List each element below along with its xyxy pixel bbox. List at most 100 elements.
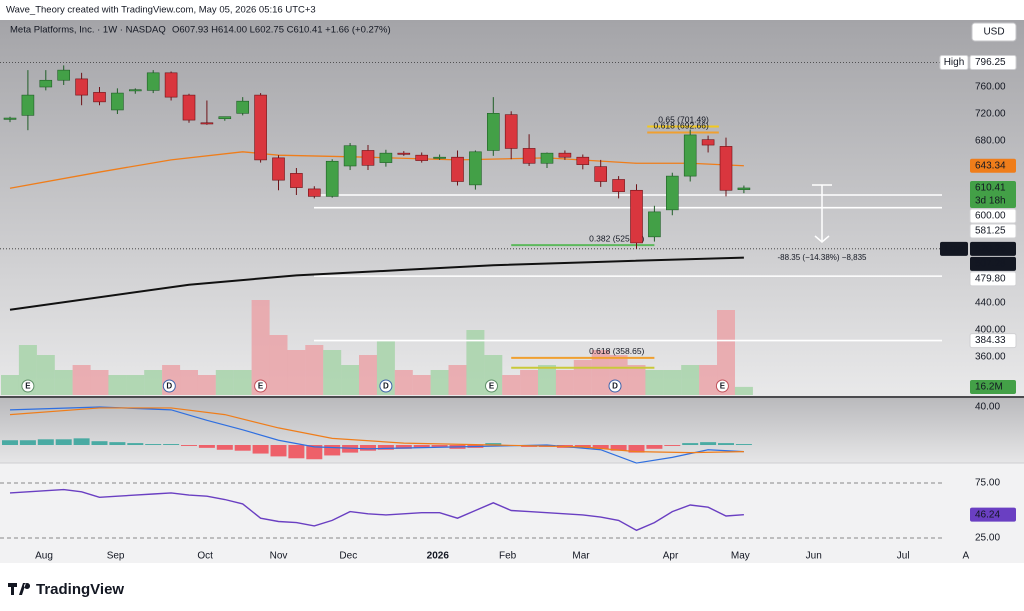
countdown: 3d 18h bbox=[975, 196, 1006, 207]
candle-body bbox=[630, 189, 643, 244]
price-tag: High bbox=[944, 57, 965, 68]
price-label-box bbox=[969, 55, 1017, 71]
x-tick-label: Feb bbox=[499, 551, 517, 562]
volume-bar bbox=[269, 335, 288, 395]
macd-histogram bbox=[682, 443, 699, 445]
macd-pane bbox=[0, 397, 1024, 463]
candle-body bbox=[540, 152, 554, 164]
x-tick-label: Dec bbox=[339, 551, 357, 562]
volume-bar bbox=[126, 375, 145, 395]
price-tag-box bbox=[939, 55, 969, 71]
price-label-box bbox=[970, 256, 1016, 271]
volume-bar bbox=[555, 370, 574, 395]
event-label: D bbox=[166, 382, 172, 391]
price-label: 507.28 bbox=[975, 258, 1006, 269]
x-tick-label: Oct bbox=[197, 551, 213, 562]
macd-histogram bbox=[342, 445, 359, 453]
rsi-pane bbox=[0, 463, 1024, 563]
x-tick-label: Apr bbox=[663, 551, 679, 562]
candle-body bbox=[236, 100, 249, 114]
price-label-box bbox=[970, 180, 1016, 208]
price-label-box bbox=[969, 208, 1017, 224]
macd-histogram bbox=[610, 445, 627, 451]
rsi-label-box bbox=[970, 507, 1016, 522]
volume-bar bbox=[466, 330, 485, 395]
macd-line bbox=[9, 407, 744, 454]
candle-body bbox=[290, 173, 303, 188]
header: Wave_Theory created with TradingView.com… bbox=[6, 5, 316, 16]
volume-bar bbox=[681, 365, 700, 395]
macd-line bbox=[9, 406, 744, 464]
volume-bar bbox=[502, 375, 521, 395]
fib-label: 0.65 (701.49) bbox=[658, 115, 709, 125]
logo bbox=[8, 583, 31, 595]
candle-body bbox=[57, 69, 71, 81]
volume-last-label: 16.2M bbox=[975, 382, 1003, 393]
event-marker bbox=[715, 379, 729, 393]
rsi-line bbox=[9, 488, 744, 532]
measure-label: -88.35 (−14.38%) −8,835 bbox=[778, 253, 868, 262]
candle-body bbox=[218, 116, 232, 120]
candle-body bbox=[469, 151, 482, 186]
price-label-box bbox=[969, 223, 1017, 239]
volume-bar bbox=[627, 365, 646, 395]
x-tick-label: Aug bbox=[35, 551, 53, 562]
candle-body bbox=[504, 114, 518, 149]
candle-body bbox=[415, 154, 429, 161]
volume-bar bbox=[144, 370, 163, 395]
candle-body bbox=[522, 148, 536, 164]
currency[interactable]: USD bbox=[983, 27, 1004, 38]
price-tag-box bbox=[940, 241, 968, 256]
x-tick-label: Sep bbox=[107, 551, 125, 562]
x-tick-label: Mar bbox=[572, 551, 590, 562]
volume-bar bbox=[72, 365, 91, 395]
candle-body bbox=[21, 94, 35, 116]
candle-body bbox=[737, 187, 751, 190]
price-label: 610.41 bbox=[975, 183, 1006, 194]
macd-histogram bbox=[109, 442, 126, 445]
event-label: D bbox=[383, 382, 389, 391]
event-marker bbox=[21, 379, 35, 393]
x-tick-label: Nov bbox=[270, 551, 288, 562]
x-tick-label: A bbox=[963, 551, 970, 562]
brand: TradingView bbox=[36, 581, 124, 598]
macd-histogram bbox=[718, 443, 734, 445]
event-label: E bbox=[720, 382, 726, 391]
macd-histogram bbox=[234, 445, 251, 451]
volume-bar bbox=[180, 370, 198, 395]
y-tick-label: 720.00 bbox=[975, 109, 1006, 120]
candle-body bbox=[307, 188, 321, 197]
macd-histogram bbox=[198, 445, 215, 448]
candle-body bbox=[486, 113, 500, 151]
candle-body bbox=[75, 78, 88, 96]
macd-histogram bbox=[324, 445, 341, 456]
currency-box[interactable] bbox=[971, 22, 1017, 42]
macd-histogram bbox=[646, 445, 663, 449]
candle-body bbox=[648, 211, 661, 238]
volume-bar bbox=[412, 375, 431, 395]
macd-histogram bbox=[252, 445, 269, 454]
candle-body bbox=[182, 94, 196, 121]
y-tick-label: 400.00 bbox=[975, 325, 1006, 336]
macd-histogram bbox=[163, 444, 180, 445]
candle-body bbox=[129, 89, 142, 92]
macd-histogram bbox=[37, 439, 54, 445]
candle-body bbox=[111, 92, 124, 111]
rsi-last-label: 46.24 bbox=[975, 509, 1000, 520]
macd-histogram bbox=[19, 440, 36, 445]
price-label: 581.25 bbox=[975, 226, 1006, 237]
volume-bar bbox=[573, 360, 592, 395]
volume-bar bbox=[448, 365, 467, 395]
y-tick-label: 680.00 bbox=[975, 136, 1006, 147]
x-tick-label: 2026 bbox=[427, 551, 450, 562]
candle-body bbox=[361, 150, 375, 166]
macd-histogram bbox=[377, 445, 394, 450]
volume-bar bbox=[645, 370, 664, 395]
volume-bar bbox=[359, 355, 377, 395]
rsi-tick-label: 75.00 bbox=[975, 478, 1000, 489]
volume-bar bbox=[699, 365, 718, 395]
candle-body bbox=[594, 166, 608, 182]
volume-bar bbox=[251, 300, 270, 395]
price-label-box bbox=[970, 241, 1016, 256]
